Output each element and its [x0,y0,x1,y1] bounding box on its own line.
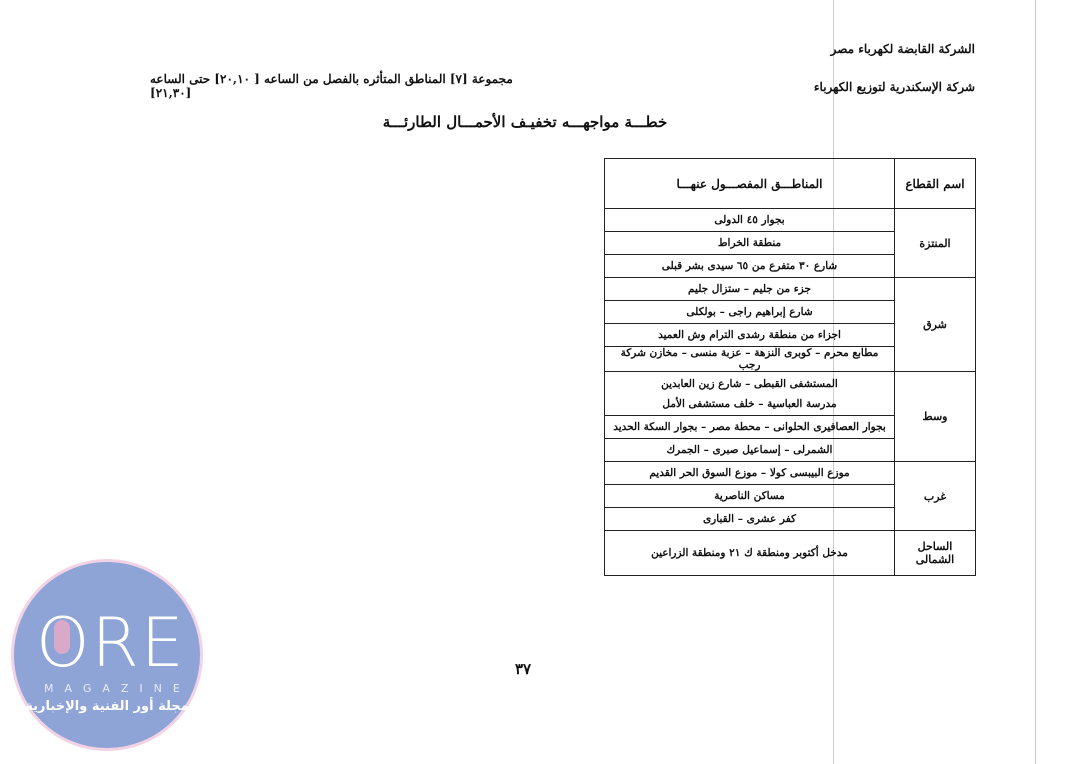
sector-name: شرق [894,277,976,372]
sector-name: غرب [894,461,976,531]
area-cell: بجوار العصافيرى الحلوانى – محطة مصر – بج… [604,415,895,439]
area-cell: كفر عشرى – القبارى [604,507,895,531]
area-cell: شارع ٣٠ متفرع من ٦٥ سيدى بشر قبلى [604,254,895,278]
area-cell: بجوار ٤٥ الدولى [604,208,895,232]
area-cell: جزء من جليم – ستزال جليم [604,277,895,301]
logo-arabic: مجلة أور الفنية والإخبارية [25,699,189,714]
watermark-logo: ORE MAGAZINE مجلة أور الفنية والإخبارية [14,562,200,748]
area-cell: مساكن الناصرية [604,484,895,508]
company-holding: الشركة القابضة لكهرباء مصر [830,42,975,56]
area-cell: مطابع محرم – كوبرى النزهة – عزبة منسى – … [604,346,895,372]
group-line: مجموعة [٧] المناطق المتأثره بالفصل من ال… [150,72,513,100]
microphone-icon [54,620,70,654]
header-areas: المناطـــق المفصـــول عنهـــا [604,158,895,209]
sector-name: الساحل الشمالى [894,530,976,576]
logo-subtext: MAGAZINE [44,682,191,695]
area-cell: شارع إبراهيم راجى – بولكلى [604,300,895,324]
area-cell: موزع البيبسى كولا – موزع السوق الحر القد… [604,461,895,485]
area-cell: اجزاء من منطقة رشدى الترام وش العميد [604,323,895,347]
scan-line [1035,0,1036,764]
load-shedding-table: اسم القطاع المناطـــق المفصـــول عنهـــا… [604,158,976,576]
document-title: خطـــة مواجهـــه تخفيـف الأحمـــال الطار… [382,113,668,131]
header-sector: اسم القطاع [894,158,976,209]
area-cell: منطقة الخراط [604,231,895,255]
page-number: ٣٧ [515,660,532,678]
sector-name: المنتزة [894,208,976,278]
area-cell: الشمرلى – إسماعيل صبرى – الجمرك [604,438,895,462]
area-cell: مدخل أكتوبر ومنطقة ك ٢١ ومنطقة الزراعين [604,530,895,576]
company-local: شركة الإسكندرية لتوزيع الكهرباء [813,80,975,94]
logo-text: ORE [36,604,186,683]
sector-name: وسط [894,371,976,462]
area-cell: المستشفى القبطى – شارع زين العابدين مدرس… [604,371,895,416]
